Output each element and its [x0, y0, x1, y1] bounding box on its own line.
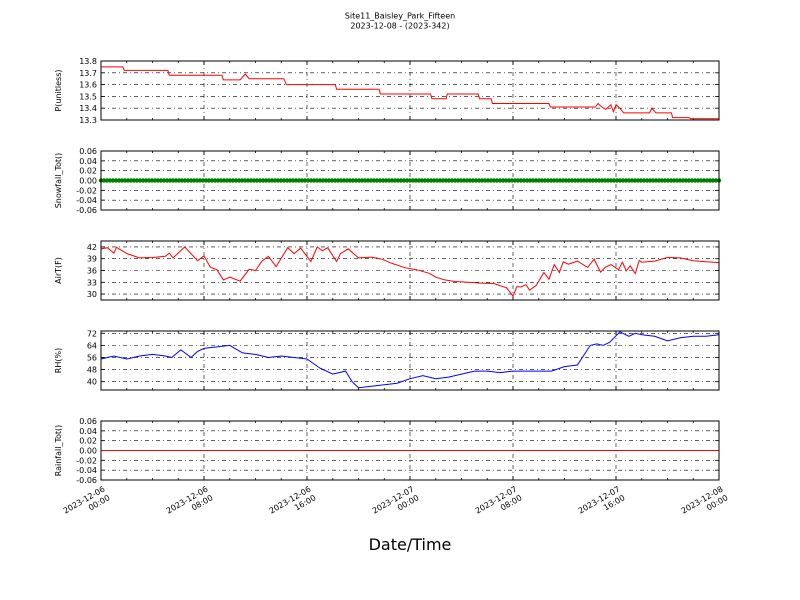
panel-5: -0.06-0.04-0.020.000.020.040.06 Rainfall_…: [54, 417, 720, 485]
series-line: [100, 246, 720, 298]
y-tick-label: 30: [87, 290, 97, 299]
y-axis-label: P(unitless): [54, 69, 63, 111]
y-tick-label: -0.02: [76, 186, 97, 195]
y-tick-label: 40: [87, 378, 97, 387]
y-tick-label: 0.04: [79, 427, 97, 436]
y-tick-label: 0.00: [79, 177, 97, 186]
chart-subtitle: 2023-12-08 - (2023-342): [350, 22, 449, 31]
panel-2: -0.06-0.04-0.020.000.020.040.06 Snowfall_…: [54, 147, 722, 215]
y-tick-label: -0.06: [76, 206, 97, 215]
y-tick-label: 0.06: [79, 147, 97, 156]
y-tick-label: 13.7: [79, 69, 97, 78]
y-axis-label: RH(%): [54, 348, 63, 373]
x-axis-label: Date/Time: [369, 535, 452, 554]
y-tick-label: 36: [87, 267, 97, 276]
y-tick-label: 0.04: [79, 157, 97, 166]
axes-frame: [100, 330, 720, 391]
chart-title: Site11_Baisley_Park_Fifteen: [345, 12, 455, 21]
y-tick-label: 72: [87, 329, 97, 338]
y-tick-label: 13.6: [79, 81, 97, 90]
y-tick-label: 39: [87, 255, 97, 264]
panels: 13.3 13.4 13.5 13.6 13.7 13.8 P(unitless) -0.06…: [54, 57, 722, 485]
series-line: [100, 331, 720, 389]
y-tick-label: 0.06: [79, 417, 97, 426]
y-axis-label: AirT(F): [54, 257, 63, 284]
panel-4: 40 48 56 64 72 RH(%): [54, 329, 720, 391]
y-tick-label: 48: [87, 366, 97, 375]
y-tick-label: -0.04: [76, 466, 97, 475]
y-tick-label: -0.02: [76, 456, 97, 465]
series-line: [101, 66, 719, 120]
y-tick-label: 56: [87, 353, 97, 362]
y-tick-label: -0.04: [76, 196, 97, 205]
y-tick-label: 0.02: [79, 437, 97, 446]
y-tick-label: 0.02: [79, 167, 97, 176]
y-tick-label: 42: [87, 243, 97, 252]
panel-1: 13.3 13.4 13.5 13.6 13.7 13.8 P(unitless): [54, 57, 720, 125]
y-tick-label: -0.06: [76, 476, 97, 485]
y-tick-label: 33: [87, 278, 97, 287]
y-tick-label: 13.3: [79, 116, 97, 125]
axes-frame: [100, 240, 720, 301]
y-axis-label: Snowfall_Tot(): [54, 153, 63, 209]
panel-3: 30 33 36 39 42 AirT(F): [54, 240, 720, 301]
axes-frame: [100, 60, 720, 121]
y-tick-label: 13.4: [79, 104, 97, 113]
y-tick-label: 0.00: [79, 447, 97, 456]
axes-frame: [100, 150, 720, 211]
y-tick-label: 64: [87, 341, 97, 350]
y-axis-label: Rainfall_Tot(): [54, 425, 63, 477]
y-tick-label: 13.5: [79, 92, 97, 101]
y-tick-label: 13.8: [79, 57, 97, 66]
axes-frame: [100, 420, 720, 481]
